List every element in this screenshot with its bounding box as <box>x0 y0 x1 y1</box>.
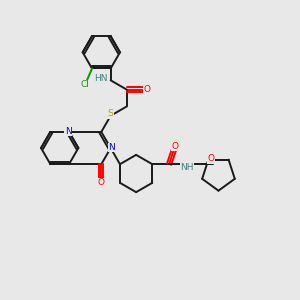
Text: O: O <box>171 142 178 151</box>
Text: O: O <box>98 178 105 188</box>
Text: O: O <box>143 85 150 94</box>
Text: Cl: Cl <box>81 80 90 89</box>
Text: O: O <box>208 154 215 163</box>
Text: NH: NH <box>180 163 194 172</box>
Text: HN: HN <box>94 74 108 83</box>
Text: N: N <box>108 143 115 152</box>
Text: N: N <box>65 127 71 136</box>
Text: S: S <box>108 109 113 118</box>
